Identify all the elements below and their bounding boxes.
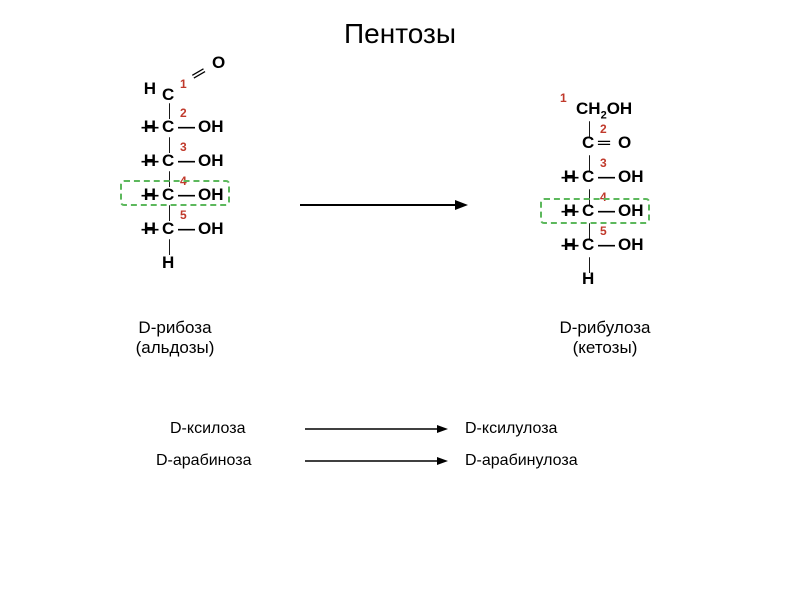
c1-group: CH2OH <box>576 100 632 121</box>
c2-center-r: C <box>582 134 594 151</box>
c3-right: OH <box>198 152 224 169</box>
c2-num-r: 2 <box>600 123 607 135</box>
molecule-ribose: H 1 ═ O C │ H — C — OH 2 │ H — C — OH 3 … <box>100 80 250 276</box>
c5-rbond: — <box>178 220 195 237</box>
name-ribose: D-рибоза (альдозы) <box>110 318 240 358</box>
reaction-arrow-main <box>300 195 470 220</box>
c4-num: 4 <box>180 175 187 187</box>
c5-lbond: — <box>140 220 160 237</box>
c1-center: C <box>162 86 174 103</box>
c2-rbond: — <box>178 118 195 135</box>
vbond-1-2: │ <box>166 104 174 117</box>
c4-rbond: — <box>178 186 195 203</box>
name-ribulose-1: D-рибулоза <box>530 318 680 338</box>
molecule-ribulose: CH2OH 1 │ C ═ O 2 │ H — C — OH 3 │ H — C… <box>520 100 670 292</box>
iso-arabinulose: D-арабинулоза <box>465 452 578 470</box>
c3-num: 3 <box>180 141 187 153</box>
iso-arrow-1 <box>305 422 450 441</box>
c3-rbond: — <box>178 152 195 169</box>
c5-center: C <box>162 220 174 237</box>
c5-lbond-r: — <box>560 236 580 253</box>
iso-arabinose: D-арабиноза <box>156 452 251 470</box>
vbond-4-5: │ <box>166 206 174 219</box>
c2-lbond: — <box>140 118 160 135</box>
bottom-h-left: H <box>162 254 174 271</box>
name-ribulose-2: (кетозы) <box>530 338 680 358</box>
c4-lbond: — <box>140 186 160 203</box>
c2-o-r: O <box>618 134 631 151</box>
c3-center: C <box>162 152 174 169</box>
c4-center-r: C <box>582 202 594 219</box>
vbond-5-h: │ <box>166 240 174 253</box>
c4-rbond-r: — <box>598 202 615 219</box>
c5-center-r: C <box>582 236 594 253</box>
c2-center: C <box>162 118 174 135</box>
name-ribose-1: D-рибоза <box>110 318 240 338</box>
iso-arrow-2 <box>305 454 450 473</box>
c4-center: C <box>162 186 174 203</box>
name-ribulose: D-рибулоза (кетозы) <box>530 318 680 358</box>
c3-rbond-r: — <box>598 168 615 185</box>
c5-num-r: 5 <box>600 225 607 237</box>
c5-num: 5 <box>180 209 187 221</box>
c2-num: 2 <box>180 107 187 119</box>
c2-right: OH <box>198 118 224 135</box>
c3-right-r: OH <box>618 168 644 185</box>
iso-xylulose: D-ксилулоза <box>465 420 557 438</box>
c4-lbond-r: — <box>560 202 580 219</box>
c3-lbond-r: — <box>560 168 580 185</box>
c2-dbond-r: ═ <box>598 134 610 151</box>
c3-center-r: C <box>582 168 594 185</box>
iso-xylose: D-ксилоза <box>170 420 245 438</box>
c4-right: OH <box>198 186 224 203</box>
c4-num-r: 4 <box>600 191 607 203</box>
c5-rbond-r: — <box>598 236 615 253</box>
c1-oxygen: O <box>212 54 225 71</box>
c5-right-r: OH <box>618 236 644 253</box>
name-ribose-2: (альдозы) <box>110 338 240 358</box>
page-title: Пентозы <box>344 18 456 50</box>
vbond-3-4: │ <box>166 172 174 185</box>
c3-num-r: 3 <box>600 157 607 169</box>
c1-num-r: 1 <box>560 92 567 104</box>
vbond-2-3: │ <box>166 138 174 151</box>
bottom-h-r: H <box>582 270 594 287</box>
c3-lbond: — <box>140 152 160 169</box>
c4-right-r: OH <box>618 202 644 219</box>
c1-dblbond: ═ <box>188 62 208 84</box>
c5-right: OH <box>198 220 224 237</box>
